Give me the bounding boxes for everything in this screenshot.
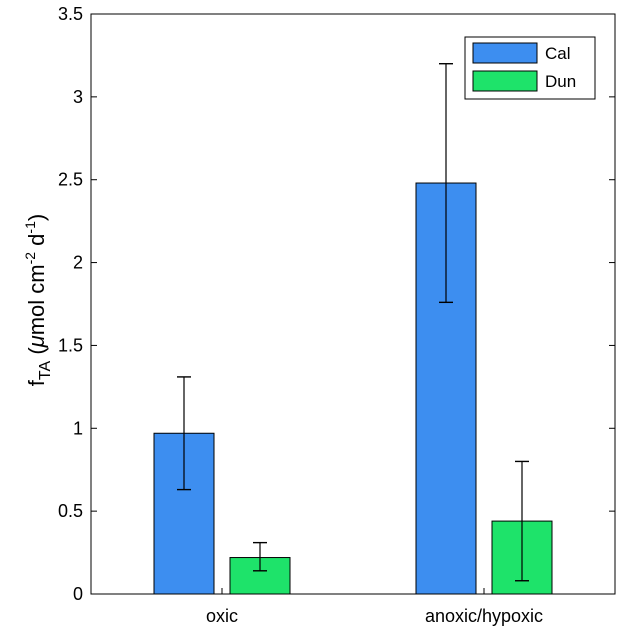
x-tick-label: oxic	[206, 606, 238, 626]
y-tick-label: 2.5	[58, 170, 83, 190]
y-tick-label: 3	[73, 87, 83, 107]
legend-label-dun: Dun	[545, 72, 576, 91]
y-tick-label: 0.5	[58, 501, 83, 521]
plot-area: 0 0.5 1 1.5 2 2.5 3 3.5 oxic anoxic/hypoxic Cal Dun	[58, 4, 616, 626]
y-tick-label: 0	[73, 584, 83, 604]
y-label-d: d	[24, 234, 49, 252]
y-label-f: f	[24, 379, 49, 386]
legend: Cal Dun	[464, 36, 596, 100]
y-tick-label: 1	[73, 418, 83, 438]
y-label-mu: μ	[24, 335, 49, 348]
y-tick-label: 1.5	[58, 335, 83, 355]
y-label-exp1: -2	[22, 252, 38, 265]
y-label-open: (	[24, 347, 49, 361]
legend-swatch-dun	[472, 70, 538, 92]
y-axis-label: fTA (μmol cm-2 d-1)	[22, 214, 54, 386]
legend-label-cal: Cal	[545, 44, 571, 63]
y-label-unit: mol cm	[24, 264, 49, 335]
y-label-exp2: -1	[22, 221, 38, 234]
legend-swatch-cal	[472, 42, 538, 64]
y-tick-label: 3.5	[58, 4, 83, 24]
axes-box	[90, 13, 616, 595]
y-label-close: )	[24, 214, 49, 221]
svg-text:fTA (μmol cm-2 d-1): fTA (μmol cm-2 d-1)	[22, 214, 54, 386]
y-label-subscript: TA	[37, 360, 54, 380]
x-tick-label: anoxic/hypoxic	[425, 606, 543, 626]
y-tick-label: 2	[73, 253, 83, 273]
